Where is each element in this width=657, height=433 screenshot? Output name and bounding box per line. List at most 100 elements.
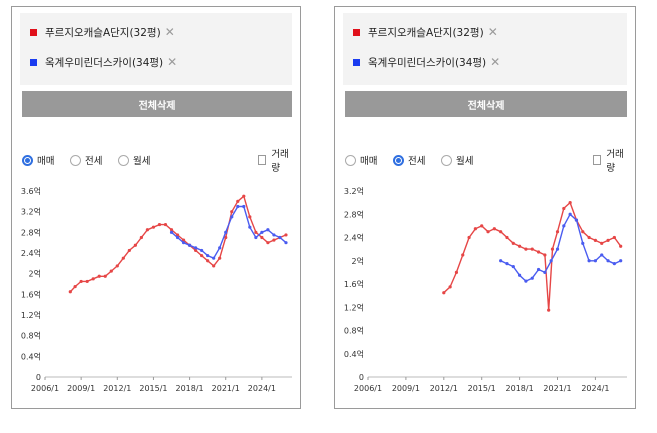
data-point: [499, 259, 503, 263]
y-tick-label: 2.4억: [344, 233, 364, 243]
series-color-swatch: [353, 58, 360, 66]
radio-monthly[interactable]: [118, 154, 129, 166]
close-icon[interactable]: ✕: [490, 55, 501, 69]
data-point: [181, 238, 186, 242]
data-point: [606, 259, 610, 263]
data-point: [254, 230, 258, 234]
data-point: [194, 248, 198, 253]
y-tick-label: 2.4억: [21, 248, 41, 258]
y-tick-label: 0: [36, 373, 41, 382]
data-point: [499, 230, 503, 234]
data-point: [619, 244, 623, 248]
data-point: [284, 241, 288, 245]
volume-checkbox[interactable]: [593, 155, 602, 165]
selected-complex-list: 푸르지오캐슬A단지(32평) ✕ 옥계우미린더스카이(34평) ✕: [20, 13, 292, 85]
data-point: [248, 225, 252, 229]
data-point: [530, 247, 534, 251]
x-tick-label: 2012/1: [430, 384, 458, 393]
option-sale-label: 매매: [37, 156, 55, 167]
data-point: [91, 277, 95, 281]
data-point: [230, 210, 234, 214]
option-jeonse-label: 전세: [85, 156, 103, 167]
data-point: [181, 241, 186, 245]
data-point: [461, 253, 465, 257]
data-point: [505, 262, 509, 266]
complex-chip: 옥계우미린더스카이(34평) ✕: [353, 53, 500, 71]
data-point: [200, 248, 204, 253]
x-tick-label: 2015/1: [139, 384, 167, 393]
option-sale[interactable]: 매매: [22, 151, 54, 169]
radio-jeonse[interactable]: [393, 154, 404, 166]
volume-label: 거래량: [606, 149, 624, 174]
y-tick-label: 0.8억: [21, 331, 41, 341]
volume-label: 거래량: [271, 149, 289, 174]
data-point: [157, 222, 162, 227]
data-point: [187, 243, 192, 247]
y-tick-label: 2억: [352, 256, 364, 266]
data-point: [555, 247, 560, 251]
y-tick-label: 1.6억: [21, 289, 41, 299]
x-tick-label: 2018/1: [506, 384, 534, 393]
close-icon[interactable]: ✕: [164, 25, 175, 39]
radio-monthly[interactable]: [441, 154, 452, 166]
x-tick-label: 2015/1: [468, 384, 496, 393]
y-tick-label: 3.6억: [21, 186, 41, 196]
data-point: [212, 256, 216, 260]
series-line-2: [171, 205, 287, 259]
volume-toggle[interactable]: 거래량: [258, 149, 292, 174]
delete-all-button[interactable]: 전체삭제: [345, 91, 627, 117]
data-point: [133, 243, 137, 247]
radio-sale[interactable]: [22, 154, 33, 166]
chart-panel-right: 푸르지오캐슬A단지(32평) ✕ 옥계우미린더스카이(34평) ✕ 전체삭제 매…: [334, 6, 636, 409]
complex-chip-label: 옥계우미린더스카이(34평): [45, 56, 164, 69]
option-jeonse[interactable]: 전세: [393, 151, 425, 169]
data-point: [260, 230, 264, 234]
data-point: [151, 225, 156, 229]
data-point: [236, 199, 240, 203]
data-point: [612, 235, 616, 240]
complex-chip: 옥계우미린더스카이(34평) ✕: [30, 53, 177, 71]
data-point: [254, 235, 258, 240]
series-color-swatch: [30, 28, 37, 36]
close-icon[interactable]: ✕: [487, 25, 498, 39]
y-tick-label: 2억: [29, 269, 41, 279]
data-point: [473, 227, 477, 231]
y-tick-label: 0.4억: [21, 351, 41, 361]
y-tick-label: 0.8억: [344, 326, 364, 336]
data-point: [587, 259, 591, 263]
delete-all-button[interactable]: 전체삭제: [22, 91, 292, 117]
data-point: [486, 230, 490, 234]
data-point: [97, 274, 101, 278]
data-point: [272, 238, 276, 242]
data-point: [206, 259, 210, 263]
y-tick-label: 2.8억: [344, 209, 364, 219]
data-point: [115, 264, 119, 268]
radio-sale[interactable]: [345, 154, 356, 166]
data-point: [212, 264, 216, 268]
option-sale-label: 매매: [360, 156, 378, 167]
data-point: [266, 228, 270, 232]
close-icon[interactable]: ✕: [167, 55, 178, 69]
radio-jeonse[interactable]: [70, 154, 81, 166]
x-tick-label: 2024/1: [248, 384, 276, 393]
data-point: [518, 244, 522, 248]
data-point: [218, 256, 222, 260]
data-point: [467, 235, 471, 240]
volume-toggle[interactable]: 거래량: [593, 149, 627, 174]
complex-chip-label: 푸르지오캐슬A단지(32평): [368, 26, 484, 39]
option-sale[interactable]: 매매: [345, 151, 377, 169]
data-point: [562, 224, 566, 228]
data-point: [169, 228, 174, 232]
data-point: [139, 235, 143, 240]
option-monthly[interactable]: 월세: [441, 151, 473, 169]
data-point: [236, 204, 240, 209]
option-monthly[interactable]: 월세: [118, 151, 150, 169]
x-tick-label: 2012/1: [103, 384, 131, 393]
data-point: [547, 308, 551, 312]
volume-checkbox[interactable]: [258, 155, 267, 165]
data-point: [518, 273, 522, 277]
option-jeonse[interactable]: 전세: [70, 151, 102, 169]
data-point: [480, 224, 484, 228]
data-point: [73, 284, 77, 289]
complex-chip-label: 옥계우미린더스카이(34평): [368, 56, 487, 69]
